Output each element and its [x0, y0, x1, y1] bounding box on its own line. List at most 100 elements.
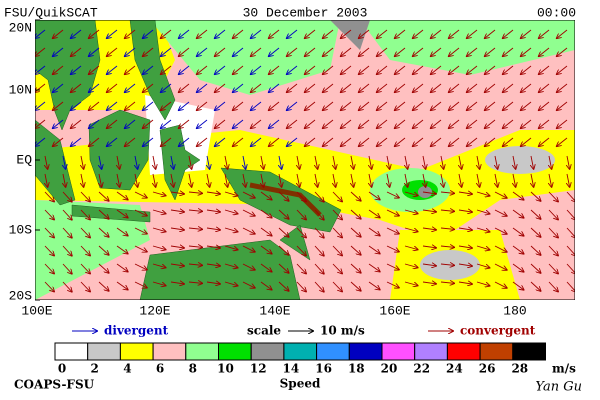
- wind-vector: [350, 245, 361, 255]
- wind-vector: [178, 83, 190, 93]
- wind-vector: [494, 263, 507, 270]
- wind-vector: [44, 281, 55, 292]
- colorbar-label: 0: [58, 362, 66, 376]
- wind-vector: [314, 263, 324, 274]
- wind-vector: [322, 83, 334, 93]
- wind-vector: [188, 246, 203, 247]
- wind-vector: [520, 65, 532, 75]
- wind-vector: [332, 191, 343, 202]
- wind-vector: [512, 263, 524, 272]
- wind-vector: [152, 281, 166, 286]
- wind-vector: [530, 191, 541, 202]
- wind-vector: [98, 209, 109, 219]
- wind-vector: [386, 209, 400, 216]
- wind-vector: [304, 83, 316, 93]
- wind-vector: [88, 29, 100, 39]
- colorbar-label: 14: [283, 362, 300, 376]
- wind-vector: [304, 65, 316, 75]
- colorbar-swatch: [283, 342, 318, 361]
- wind-vector: [332, 209, 343, 220]
- wind-vector: [80, 209, 91, 220]
- wind-vector: [422, 246, 437, 248]
- wind-vector: [196, 65, 208, 75]
- scale-value: 10 m/s: [320, 324, 365, 338]
- wind-vector: [178, 47, 190, 57]
- wind-vector: [188, 264, 203, 265]
- wind-vector: [466, 47, 478, 57]
- wind-vector: [296, 191, 307, 202]
- wind-vector: [333, 173, 336, 188]
- wind-vector: [45, 155, 48, 170]
- wind-vector: [260, 209, 272, 218]
- wind-vector: [196, 47, 208, 57]
- wind-vector: [548, 191, 559, 202]
- wind-vector: [142, 47, 154, 57]
- wind-vector: [466, 29, 478, 39]
- wind-vector: [484, 119, 496, 129]
- wind-vector: [206, 264, 221, 266]
- wind-vector: [404, 209, 418, 214]
- wind-vector: [513, 173, 516, 188]
- wind-vector: [430, 65, 442, 75]
- wind-vector: [358, 137, 370, 147]
- wind-vector: [224, 263, 238, 268]
- wind-vector: [260, 191, 272, 200]
- wind-vector: [512, 209, 524, 218]
- wind-vector: [160, 29, 172, 39]
- colorbar-label: 18: [348, 362, 365, 376]
- wind-vector: [448, 101, 460, 111]
- wind-vector: [250, 47, 262, 57]
- wind-vector: [484, 83, 496, 93]
- wind-vector: [52, 137, 64, 147]
- wind-vector: [224, 245, 238, 250]
- wind-vector: [430, 83, 442, 93]
- wind-vector: [476, 209, 490, 214]
- wind-vector: [171, 173, 174, 188]
- wind-vector: [70, 101, 82, 111]
- wind-vector: [440, 210, 455, 211]
- wind-vector: [98, 227, 109, 237]
- wind-vector: [512, 245, 524, 254]
- wind-vector: [286, 47, 298, 57]
- wind-vector: [332, 281, 343, 292]
- colorbar-swatch: [119, 342, 154, 361]
- wind-vector: [350, 191, 361, 201]
- wind-vector: [322, 65, 334, 75]
- wind-vector: [476, 227, 490, 232]
- wind-vector: [242, 263, 256, 270]
- wind-vector: [178, 137, 190, 147]
- wind-vector: [170, 192, 185, 194]
- wind-vector: [106, 65, 118, 75]
- footer-left: COAPS-FSU: [14, 378, 95, 392]
- wind-vector: [124, 47, 136, 57]
- wind-vector: [80, 281, 91, 292]
- colorbar-label: 22: [413, 362, 430, 376]
- wind-vector: [459, 155, 462, 170]
- wind-vector: [286, 101, 298, 111]
- wind-vector: [386, 263, 400, 270]
- wind-vector: [441, 173, 444, 188]
- wind-vector: [556, 83, 568, 93]
- wind-vector: [206, 192, 221, 194]
- wind-vector: [286, 65, 298, 75]
- wind-vector: [188, 228, 203, 229]
- wind-vector: [495, 173, 498, 188]
- wind-vector: [160, 137, 172, 147]
- wind-vector: [520, 137, 532, 147]
- lat-label: 10N: [9, 82, 32, 97]
- wind-vector: [448, 47, 460, 57]
- wind-vector: [412, 29, 424, 39]
- wind-vector: [466, 101, 478, 111]
- wind-vector: [250, 29, 262, 39]
- wind-vector: [412, 65, 424, 75]
- wind-vector: [88, 47, 100, 57]
- wind-vector: [81, 155, 84, 170]
- wind-vector: [99, 173, 102, 188]
- wind-vector: [45, 173, 48, 188]
- wind-vector: [502, 137, 514, 147]
- wind-vector: [358, 101, 370, 111]
- wind-vector: [304, 47, 316, 57]
- wind-vector: [207, 173, 210, 188]
- colorbar-swatch: [185, 342, 220, 361]
- wind-vector: [278, 263, 289, 273]
